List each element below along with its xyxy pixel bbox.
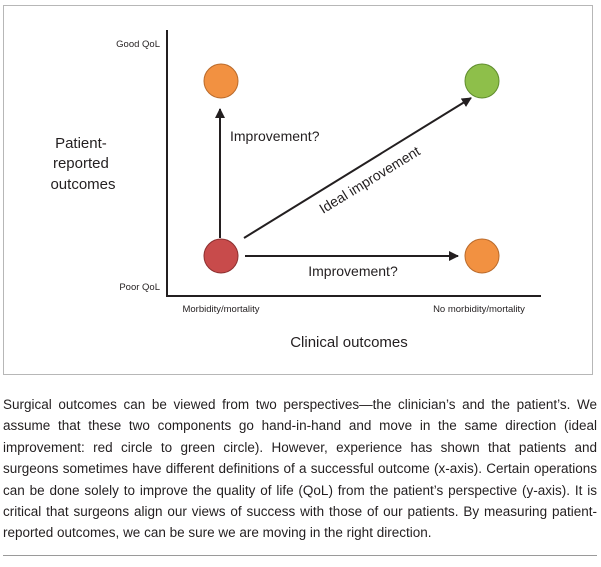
figure-frame: [3, 5, 593, 375]
vertical-arrow-label: Improvement?: [230, 128, 320, 144]
y-axis-title: Patient- reported outcomes: [50, 135, 115, 193]
y-axis-bottom-label: Poor QoL: [119, 282, 160, 293]
x-axis-right-label: No morbidity/mortality: [433, 304, 525, 315]
diagonal-arrow: [243, 97, 472, 239]
horizontal-arrow-label: Improvement?: [308, 263, 398, 279]
caption-bottom-rule: [3, 555, 597, 556]
orange-circle-top: [203, 63, 239, 99]
x-axis-title: Clinical outcomes: [290, 334, 408, 351]
red-circle: [203, 238, 239, 274]
y-axis-title-line-2: reported: [53, 155, 109, 172]
y-axis-title-line-3: outcomes: [50, 176, 115, 193]
outcomes-diagram: Good QoL Poor QoL Morbidity/mortality No…: [50, 30, 541, 351]
diagonal-arrow-label: Ideal improvement: [316, 143, 423, 217]
orange-circle-right: [464, 238, 500, 274]
y-axis-top-label: Good QoL: [116, 39, 160, 50]
x-axis-left-label: Morbidity/mortality: [182, 304, 259, 315]
green-circle: [464, 63, 500, 99]
y-axis-title-line-1: Patient-: [55, 135, 107, 152]
figure-caption: Surgical outcomes can be viewed from two…: [3, 397, 597, 541]
